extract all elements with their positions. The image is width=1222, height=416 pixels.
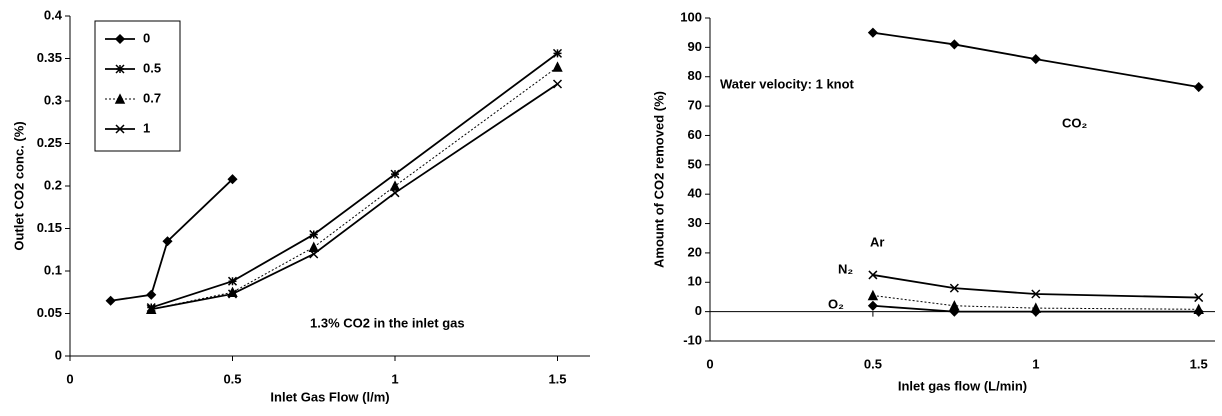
marker: [552, 61, 563, 72]
y-tick-label: 60: [688, 127, 702, 142]
marker: [389, 180, 401, 191]
marker: [949, 283, 959, 293]
y-tick-label: 70: [688, 98, 702, 113]
x-tick-label: 1.5: [1190, 356, 1208, 371]
marker: [309, 229, 319, 239]
y-tick-label: 10: [688, 274, 702, 289]
legend-marker: [115, 64, 125, 74]
y-tick-label: 50: [688, 156, 702, 171]
series-line: [110, 178, 234, 302]
marker: [1030, 54, 1041, 65]
y-tick-label: 0.05: [37, 305, 62, 320]
series-label: CO₂: [1062, 115, 1088, 130]
y-tick-label: 0.35: [37, 50, 62, 65]
y-tick-label: 0: [695, 303, 702, 318]
y-axis-title: Amount of CO2 removed (%): [651, 91, 666, 268]
y-tick-label: -10: [683, 332, 702, 347]
y-axis-title: Outlet CO2 conc. (%): [11, 121, 26, 250]
marker: [308, 241, 319, 252]
y-tick-label: 0.1: [44, 262, 62, 277]
y-tick-label: 90: [688, 39, 702, 54]
y-tick-label: 30: [688, 215, 702, 230]
series-line: [151, 83, 559, 311]
marker: [1030, 306, 1041, 317]
y-tick-label: 0.2: [44, 177, 62, 192]
marker: [227, 276, 238, 286]
x-tick-label: 0: [66, 371, 73, 386]
marker: [867, 300, 878, 311]
x-tick-label: 1: [1032, 356, 1039, 371]
legend-marker: [114, 33, 126, 45]
y-tick-label: 80: [688, 68, 702, 83]
series-line: [151, 66, 558, 310]
marker: [949, 306, 960, 317]
y-tick-label: 100: [680, 9, 702, 24]
legend-label: 1: [143, 120, 150, 135]
y-tick-label: 40: [688, 186, 702, 201]
x-tick-label: 0.5: [864, 356, 882, 371]
legend-label: 0: [143, 30, 150, 45]
marker: [309, 249, 319, 259]
y-tick-label: 0.25: [37, 135, 62, 150]
marker: [949, 39, 960, 50]
marker: [390, 169, 400, 179]
marker: [146, 289, 157, 300]
y-tick-label: 0.4: [44, 7, 63, 22]
annotation: 1.3% CO2 in the inlet gas: [310, 315, 465, 330]
marker: [227, 289, 238, 299]
y-tick-label: 0.15: [37, 220, 62, 235]
legend-marker: [115, 124, 125, 134]
marker: [227, 174, 238, 185]
x-tick-label: 1: [391, 371, 398, 386]
marker: [1193, 306, 1204, 317]
legend-label: 0.7: [143, 90, 161, 105]
legend: [94, 20, 181, 152]
annotation: Water velocity: 1 knot: [720, 76, 855, 91]
marker: [162, 236, 173, 247]
legend-label: 0.5: [143, 60, 161, 75]
legend-marker: [114, 93, 126, 104]
x-axis-title: Inlet gas flow (L/min): [898, 378, 1027, 393]
x-tick-label: 0.5: [223, 371, 241, 386]
marker: [146, 304, 156, 314]
marker: [105, 295, 116, 306]
y-tick-label: 0: [55, 347, 62, 362]
series-line: [872, 31, 1199, 88]
series-line: [872, 294, 1199, 310]
series-label: O₂: [828, 296, 844, 311]
series-line: [150, 52, 559, 309]
marker: [1193, 81, 1204, 93]
x-tick-label: 1.5: [548, 371, 566, 386]
series-label: Ar: [870, 234, 884, 249]
marker: [868, 270, 878, 280]
y-tick-label: 20: [688, 244, 702, 259]
marker: [552, 48, 563, 58]
series-label: N₂: [838, 261, 853, 276]
marker: [390, 188, 400, 198]
marker: [867, 27, 878, 38]
series-line: [872, 304, 1199, 313]
marker: [1194, 293, 1204, 303]
x-axis-title: Inlet Gas Flow (l/m): [270, 389, 389, 404]
y-tick-label: 0.3: [44, 92, 62, 107]
marker: [552, 79, 563, 89]
series-line: [872, 274, 1199, 299]
marker: [867, 289, 879, 301]
marker: [1031, 289, 1041, 299]
x-tick-label: 0: [706, 356, 713, 371]
